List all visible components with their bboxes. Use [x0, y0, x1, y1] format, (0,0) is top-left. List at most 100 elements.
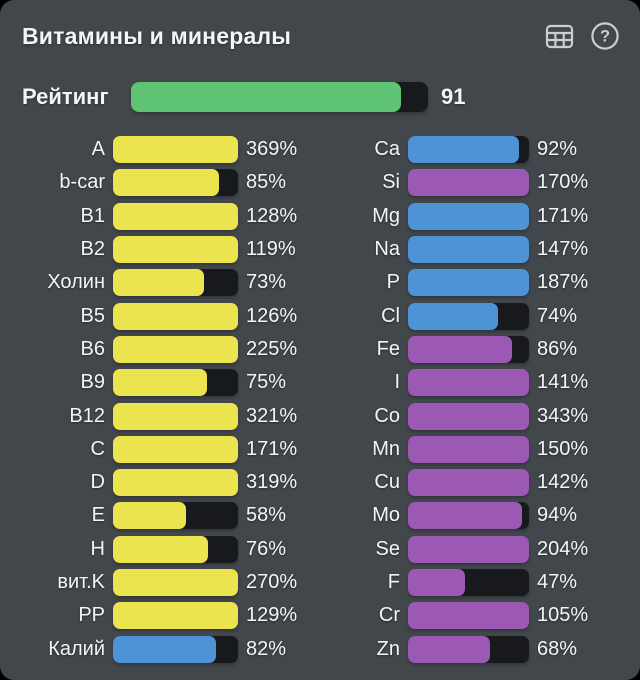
nutrient-bar: [113, 435, 238, 463]
nutrient-bar-fill: [113, 469, 238, 497]
rating-bar: [131, 82, 428, 112]
nutrient-value: 126%: [246, 304, 298, 327]
nutrient-value: 369%: [246, 138, 298, 161]
nutrient-value: 321%: [246, 404, 298, 427]
nutrient-bar-fill: [113, 202, 238, 230]
nutrient-bar-fill: [408, 502, 522, 530]
nutrient-value: 147%: [537, 238, 589, 261]
nutrient-bar: [408, 535, 529, 563]
nutrient-value: 47%: [537, 571, 578, 593]
nutrient-bar-fill: [408, 535, 529, 563]
nutrient-row: B1 128%: [22, 200, 324, 233]
nutrient-bar-fill: [408, 402, 529, 430]
nutrient-bar: [113, 569, 238, 596]
nutrient-row: Cr 105%: [324, 599, 626, 632]
nutrient-bar-fill: [113, 236, 238, 264]
nutrient-value: 105%: [537, 604, 589, 627]
nutrient-label: вит.K: [57, 571, 105, 593]
nutrient-label: Si: [382, 171, 400, 194]
nutrient-row: Mn 150%: [324, 433, 626, 466]
nutrient-row: Mg 171%: [324, 200, 626, 233]
nutrient-row: b-car 85%: [22, 166, 324, 199]
nutrient-bar: [408, 236, 529, 264]
nutrient-label: B12: [69, 404, 105, 427]
nutrient-bar-fill: [408, 236, 529, 264]
nutrient-bar: [113, 535, 238, 563]
nutrient-bar-fill: [408, 136, 520, 164]
nutrient-label: Mg: [372, 204, 400, 227]
nutrient-label: E: [91, 504, 105, 527]
nutrient-row: C 171%: [22, 433, 324, 466]
nutrient-bar: [408, 302, 529, 330]
nutrient-row: B9 75%: [22, 366, 324, 399]
nutrient-label: B2: [80, 238, 105, 261]
nutrient-label: Se: [375, 537, 400, 560]
nutrient-label: Калий: [48, 637, 105, 660]
nutrient-label: A: [91, 138, 105, 161]
nutrient-row: Холин 73%: [22, 266, 324, 299]
nutrient-bar: [113, 136, 238, 164]
nutrient-bar: [408, 635, 529, 663]
nutrient-value: 119%: [246, 238, 296, 261]
nutrient-bar-fill: [113, 369, 207, 397]
nutrient-label: Cu: [374, 471, 400, 494]
nutrient-row: F 47%: [324, 566, 626, 599]
nutrient-bar-fill: [408, 602, 529, 630]
rating-row: Рейтинг 91: [22, 82, 626, 112]
nutrient-row: B5 126%: [22, 299, 324, 332]
nutrient-bar-fill: [113, 302, 238, 330]
nutrient-value: 204%: [537, 537, 589, 560]
nutrient-row: Zn 68%: [324, 632, 626, 665]
nutrient-label: H: [90, 537, 105, 560]
nutrient-label: PP: [78, 604, 105, 627]
nutrient-value: 142%: [537, 471, 589, 494]
nutrient-bar: [113, 402, 238, 430]
nutrient-label: C: [90, 437, 105, 460]
nutrient-bar: [113, 469, 238, 497]
nutrient-row: Cl 74%: [324, 299, 626, 332]
nutrient-bar: [408, 569, 529, 596]
nutrient-bar: [408, 169, 529, 197]
nutrient-bar: [113, 502, 238, 530]
nutrient-row: Na 147%: [324, 233, 626, 266]
nutrient-label: Cl: [381, 304, 400, 327]
nutrient-value: 187%: [537, 271, 589, 294]
table-view-button[interactable]: [542, 19, 576, 53]
nutrient-bar-fill: [113, 402, 238, 430]
nutrient-label: B5: [80, 304, 105, 327]
nutrient-value: 343%: [537, 404, 589, 427]
nutrient-bar-fill: [113, 502, 186, 530]
nutrient-row: H 76%: [22, 533, 324, 566]
nutrient-row: Co 343%: [324, 399, 626, 432]
nutrient-value: 86%: [537, 337, 578, 360]
nutrient-columns: A 369% b-car 85% B1 128% B2 119% Холин 73% B5 126% B…: [22, 133, 626, 666]
nutrient-label: Mo: [372, 504, 400, 527]
nutrient-bar: [408, 435, 529, 463]
nutrient-label: Fe: [376, 337, 400, 360]
nutrient-bar: [113, 169, 238, 197]
nutrient-row: Mo 94%: [324, 499, 626, 532]
nutrient-bar: [408, 369, 529, 397]
nutrient-value: 68%: [537, 637, 578, 660]
table-icon: [545, 24, 573, 48]
nutrient-row: Si 170%: [324, 166, 626, 199]
nutrient-label: Co: [374, 404, 400, 427]
nutrient-row: PP 129%: [22, 599, 324, 632]
nutrient-label: Mn: [372, 437, 400, 460]
nutrient-bar: [408, 335, 529, 363]
nutrient-value: 225%: [246, 337, 298, 360]
nutrient-bar-fill: [113, 136, 238, 164]
nutrient-row: Калий 82%: [22, 632, 324, 665]
nutrient-bar-fill: [408, 569, 465, 596]
nutrient-bar-fill: [408, 635, 491, 663]
nutrient-value: 170%: [537, 171, 589, 194]
nutrient-label: Ca: [374, 138, 400, 161]
nutrient-value: 73%: [246, 271, 287, 294]
nutrient-bar: [113, 302, 238, 330]
nutrient-label: P: [386, 271, 400, 294]
nutrient-bar-fill: [408, 269, 529, 297]
help-button[interactable]: ?: [588, 19, 622, 53]
nutrient-value: 128%: [246, 204, 298, 227]
nutrient-label: Na: [374, 238, 400, 261]
nutrient-bar-fill: [408, 169, 529, 197]
